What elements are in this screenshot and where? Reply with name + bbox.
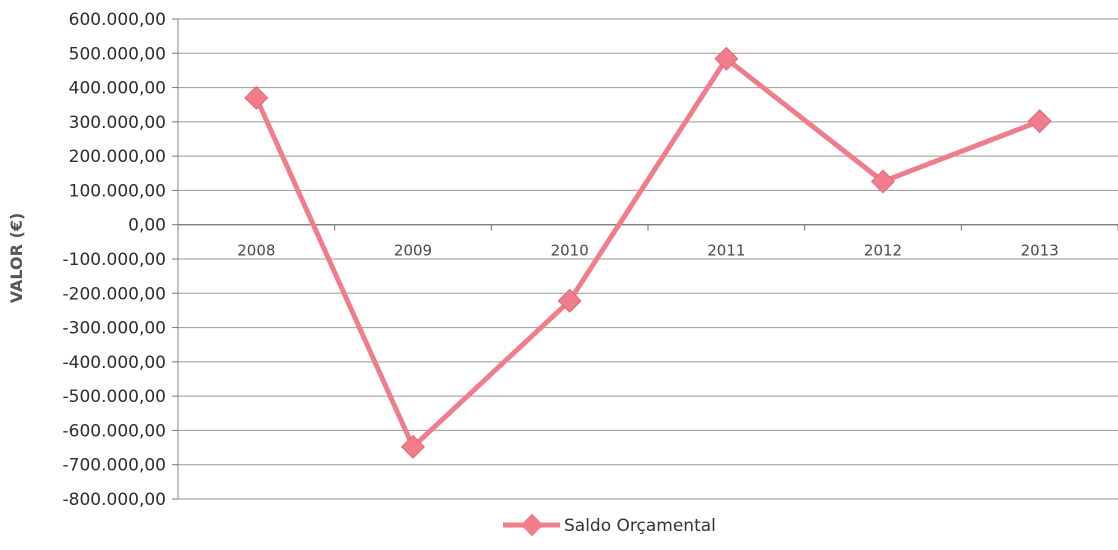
legend: Saldo Orçamental <box>503 513 716 537</box>
y-tick-label: 600.000,00 <box>69 10 166 30</box>
y-axis-label: VALOR (€) <box>7 213 26 304</box>
y-tick-label: 400.000,00 <box>69 79 166 99</box>
y-tick-label: -200.000,00 <box>63 284 166 304</box>
data-point-marker <box>244 85 269 110</box>
y-tick-label: 100.000,00 <box>69 181 166 201</box>
data-point-marker <box>400 434 426 459</box>
y-tick-label: -300.000,00 <box>63 319 166 339</box>
y-tick-label: -700.000,00 <box>63 456 166 476</box>
y-axis-tick-labels: 600.000,00 500.000,00 400.000,00 300.000,00… <box>63 10 166 510</box>
legend-series-label: Saldo Orçamental <box>564 516 716 536</box>
legend-series-marker <box>520 513 544 537</box>
x-axis: 2008 2009 2010 2011 2012 2013 <box>177 224 1118 260</box>
series-line <box>254 56 1041 450</box>
x-tick-label: 2012 <box>864 242 902 260</box>
x-tick-label: 2010 <box>551 242 589 260</box>
y-tick-label: 500.000,00 <box>69 44 166 64</box>
y-tick-label: 0,00 <box>128 216 166 236</box>
data-point-marker <box>714 46 739 71</box>
data-point-marker <box>870 169 896 194</box>
y-tick-label: 200.000,00 <box>69 147 166 167</box>
x-tick-label: 2008 <box>237 242 275 260</box>
y-tick-label: -400.000,00 <box>63 353 166 373</box>
gridlines <box>172 18 1118 500</box>
data-point-marker <box>557 288 582 313</box>
data-point-marker <box>1027 109 1052 134</box>
y-tick-label: -100.000,00 <box>63 250 166 270</box>
x-tick-label: 2013 <box>1021 242 1059 260</box>
y-tick-label: 300.000,00 <box>69 113 166 133</box>
x-tick-label: 2011 <box>707 242 745 260</box>
y-tick-label: -600.000,00 <box>63 421 166 441</box>
x-tick-label: 2009 <box>394 242 432 260</box>
series-layer <box>244 46 1052 459</box>
y-tick-label: -500.000,00 <box>63 387 166 407</box>
y-tick-label: -800.000,00 <box>63 490 166 510</box>
